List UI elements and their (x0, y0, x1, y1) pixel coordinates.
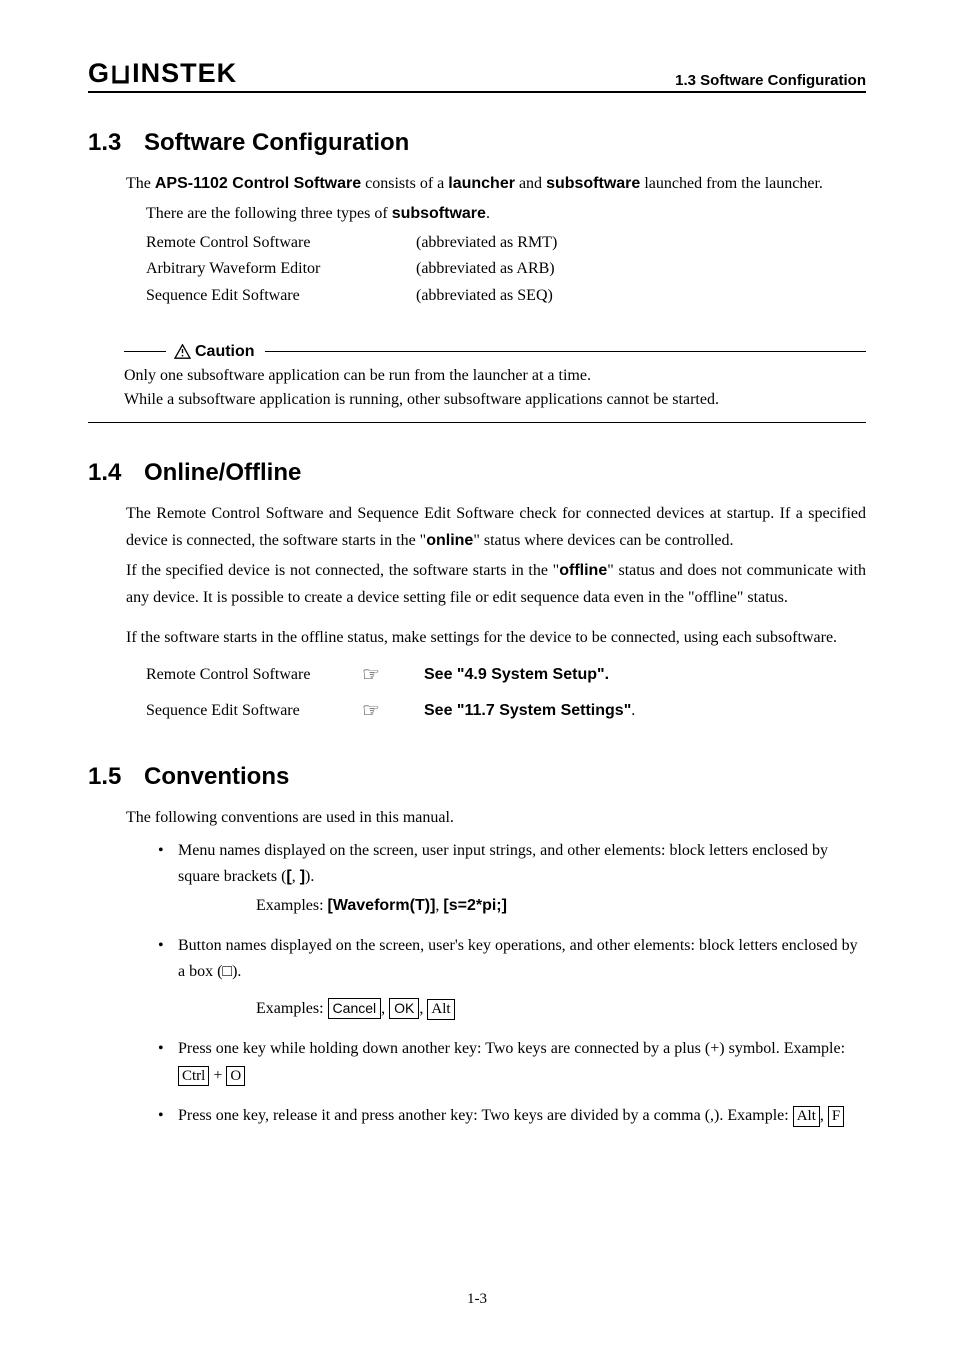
list-item: Sequence Edit Software ☞ See "11.7 Syste… (146, 693, 866, 729)
section-title: 1.4Online/Offline (88, 459, 866, 487)
section-number: 1.4 (88, 459, 144, 487)
list-item: Press one key while holding down another… (158, 1036, 866, 1089)
paragraph: The following conventions are used in th… (126, 805, 866, 831)
section-heading: Online/Offline (144, 459, 301, 486)
pointer-icon: ☞ (362, 657, 424, 693)
section-heading: Software Configuration (144, 129, 409, 156)
examples: Examples: Cancel, OK, Alt (256, 996, 866, 1022)
section-1-5: 1.5Conventions The following conventions… (88, 763, 866, 1129)
abbreviation-list: Remote Control Software (abbreviated as … (146, 230, 866, 309)
pointer-icon: ☞ (362, 693, 424, 729)
bullet-list: Menu names displayed on the screen, user… (158, 838, 866, 1130)
page-header: G⊔INSTEK 1.3 Software Configuration (88, 58, 866, 93)
list-item: Arbitrary Waveform Editor (abbreviated a… (146, 256, 866, 282)
keycap: Cancel (328, 998, 382, 1019)
header-section-ref: 1.3 Software Configuration (675, 72, 866, 89)
reference-list: Remote Control Software ☞ See "4.9 Syste… (146, 657, 866, 729)
list-item: Press one key, release it and press anot… (158, 1103, 866, 1129)
list-item: Sequence Edit Software (abbreviated as S… (146, 283, 866, 309)
section-number: 1.3 (88, 129, 144, 157)
section-number: 1.5 (88, 763, 144, 791)
keycap: Ctrl (178, 1066, 209, 1087)
section-title: 1.5Conventions (88, 763, 866, 791)
keycap: Alt (793, 1106, 820, 1127)
caution-label: Caution (174, 343, 255, 361)
examples: Examples: [Waveform(T)], [s=2*pi;] (256, 893, 866, 919)
list-item: Remote Control Software ☞ See "4.9 Syste… (146, 657, 866, 693)
divider (124, 351, 166, 352)
keycap: F (828, 1106, 844, 1127)
section-heading: Conventions (144, 763, 289, 790)
section-1-4: 1.4Online/Offline The Remote Control Sof… (88, 459, 866, 729)
page-number: 1-3 (0, 1291, 954, 1308)
divider (88, 422, 866, 424)
section-1-3: 1.3Software Configuration The APS-1102 C… (88, 129, 866, 309)
keycap: OK (389, 998, 419, 1019)
paragraph: If the specified device is not connected… (126, 558, 866, 611)
section-title: 1.3Software Configuration (88, 129, 866, 157)
paragraph: The APS-1102 Control Software consists o… (126, 171, 866, 197)
caution-header: Caution (124, 343, 866, 361)
paragraph: There are the following three types of s… (146, 201, 866, 227)
caution-body: Only one subsoftware application can be … (124, 364, 866, 412)
divider (265, 351, 866, 352)
list-item: Button names displayed on the screen, us… (158, 933, 866, 1022)
list-item: Menu names displayed on the screen, user… (158, 838, 866, 919)
warning-icon (174, 344, 191, 359)
caution-box: Caution Only one subsoftware application… (88, 343, 866, 424)
keycap: O (226, 1066, 245, 1087)
brand-logo: G⊔INSTEK (88, 58, 237, 89)
keycap: Alt (427, 999, 454, 1020)
paragraph: If the software starts in the offline st… (126, 625, 866, 651)
list-item: Remote Control Software (abbreviated as … (146, 230, 866, 256)
paragraph: The Remote Control Software and Sequence… (126, 501, 866, 554)
